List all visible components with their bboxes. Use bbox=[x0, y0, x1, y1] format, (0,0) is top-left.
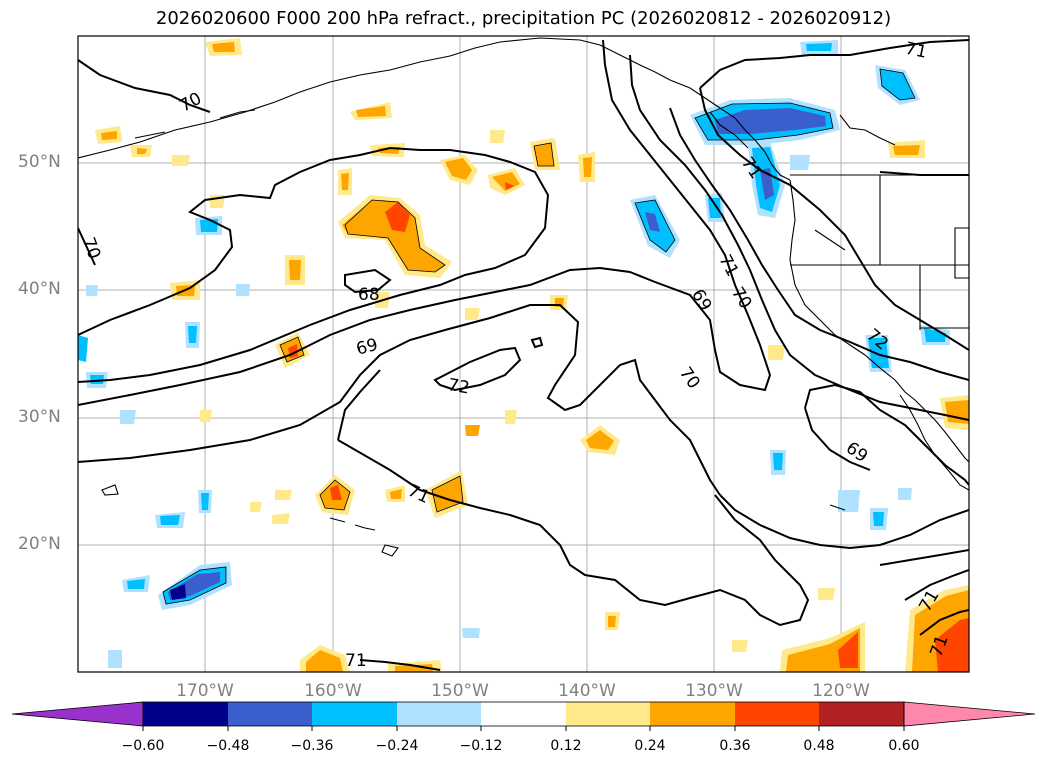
gridlines bbox=[78, 36, 969, 672]
map-title: 2026020600 F000 200 hPa refract., precip… bbox=[155, 8, 892, 29]
colorbar-tick-label: −0.24 bbox=[375, 738, 419, 754]
colorbar-tick-label: 0.24 bbox=[634, 738, 666, 754]
contour-label: 71 bbox=[404, 481, 432, 508]
lat-label-20n: 20°N bbox=[18, 534, 61, 554]
contour-label: 70 bbox=[176, 89, 204, 117]
colorbar-low-extension bbox=[11, 701, 144, 727]
colorbar-bin bbox=[566, 702, 650, 726]
colorbar-bin bbox=[819, 702, 904, 726]
colorbar-tick-label: 0.48 bbox=[803, 738, 835, 754]
lon-label-170w: 170°W bbox=[176, 681, 234, 701]
colorbar-tick-label: −0.60 bbox=[121, 738, 165, 754]
precip-positive-areas bbox=[95, 38, 969, 672]
colorbar-tick-label: −0.12 bbox=[459, 738, 503, 754]
colorbar-bin bbox=[397, 702, 481, 726]
contour-label: 68 bbox=[358, 285, 380, 305]
coastlines bbox=[78, 37, 969, 557]
contour-label: 69 bbox=[842, 438, 871, 467]
colorbar-bin bbox=[481, 702, 566, 726]
precip-outlines bbox=[162, 68, 916, 605]
lat-label-30n: 30°N bbox=[18, 407, 61, 427]
precip-negative-areas bbox=[78, 40, 950, 668]
lat-label-50n: 50°N bbox=[18, 152, 61, 172]
colorbar-bin bbox=[143, 702, 228, 726]
contour-label: 70 bbox=[727, 284, 755, 313]
colorbar-bin bbox=[228, 702, 312, 726]
colorbar-high-extension bbox=[903, 701, 1036, 727]
contour-label: 71 bbox=[345, 651, 367, 671]
colorbar-tick-label: −0.36 bbox=[290, 738, 334, 754]
lat-label-40n: 40°N bbox=[18, 279, 61, 299]
lon-label-160w: 160°W bbox=[304, 681, 362, 701]
colorbar-bin bbox=[650, 702, 735, 726]
refractivity-contours bbox=[78, 39, 969, 671]
contour-label: 71 bbox=[903, 39, 928, 63]
colorbar bbox=[11, 701, 1036, 731]
lon-label-150w: 150°W bbox=[431, 681, 489, 701]
lon-label-140w: 140°W bbox=[558, 681, 616, 701]
colorbar-bin bbox=[312, 702, 397, 726]
contour-label: 71 bbox=[714, 251, 742, 279]
contour-label: 69 bbox=[354, 335, 380, 360]
colorbar-tick-label: 0.12 bbox=[550, 738, 582, 754]
colorbar-tick-label: 0.60 bbox=[888, 738, 920, 754]
plot-frame bbox=[77, 35, 970, 673]
colorbar-tick-label: −0.48 bbox=[206, 738, 250, 754]
contour-label: 72 bbox=[446, 375, 471, 398]
colorbar-tick-label: 0.36 bbox=[719, 738, 751, 754]
contour-label: 70 bbox=[675, 363, 704, 392]
colorbar-bin bbox=[735, 702, 819, 726]
lon-label-130w: 130°W bbox=[685, 681, 743, 701]
lon-label-120w: 120°W bbox=[812, 681, 870, 701]
